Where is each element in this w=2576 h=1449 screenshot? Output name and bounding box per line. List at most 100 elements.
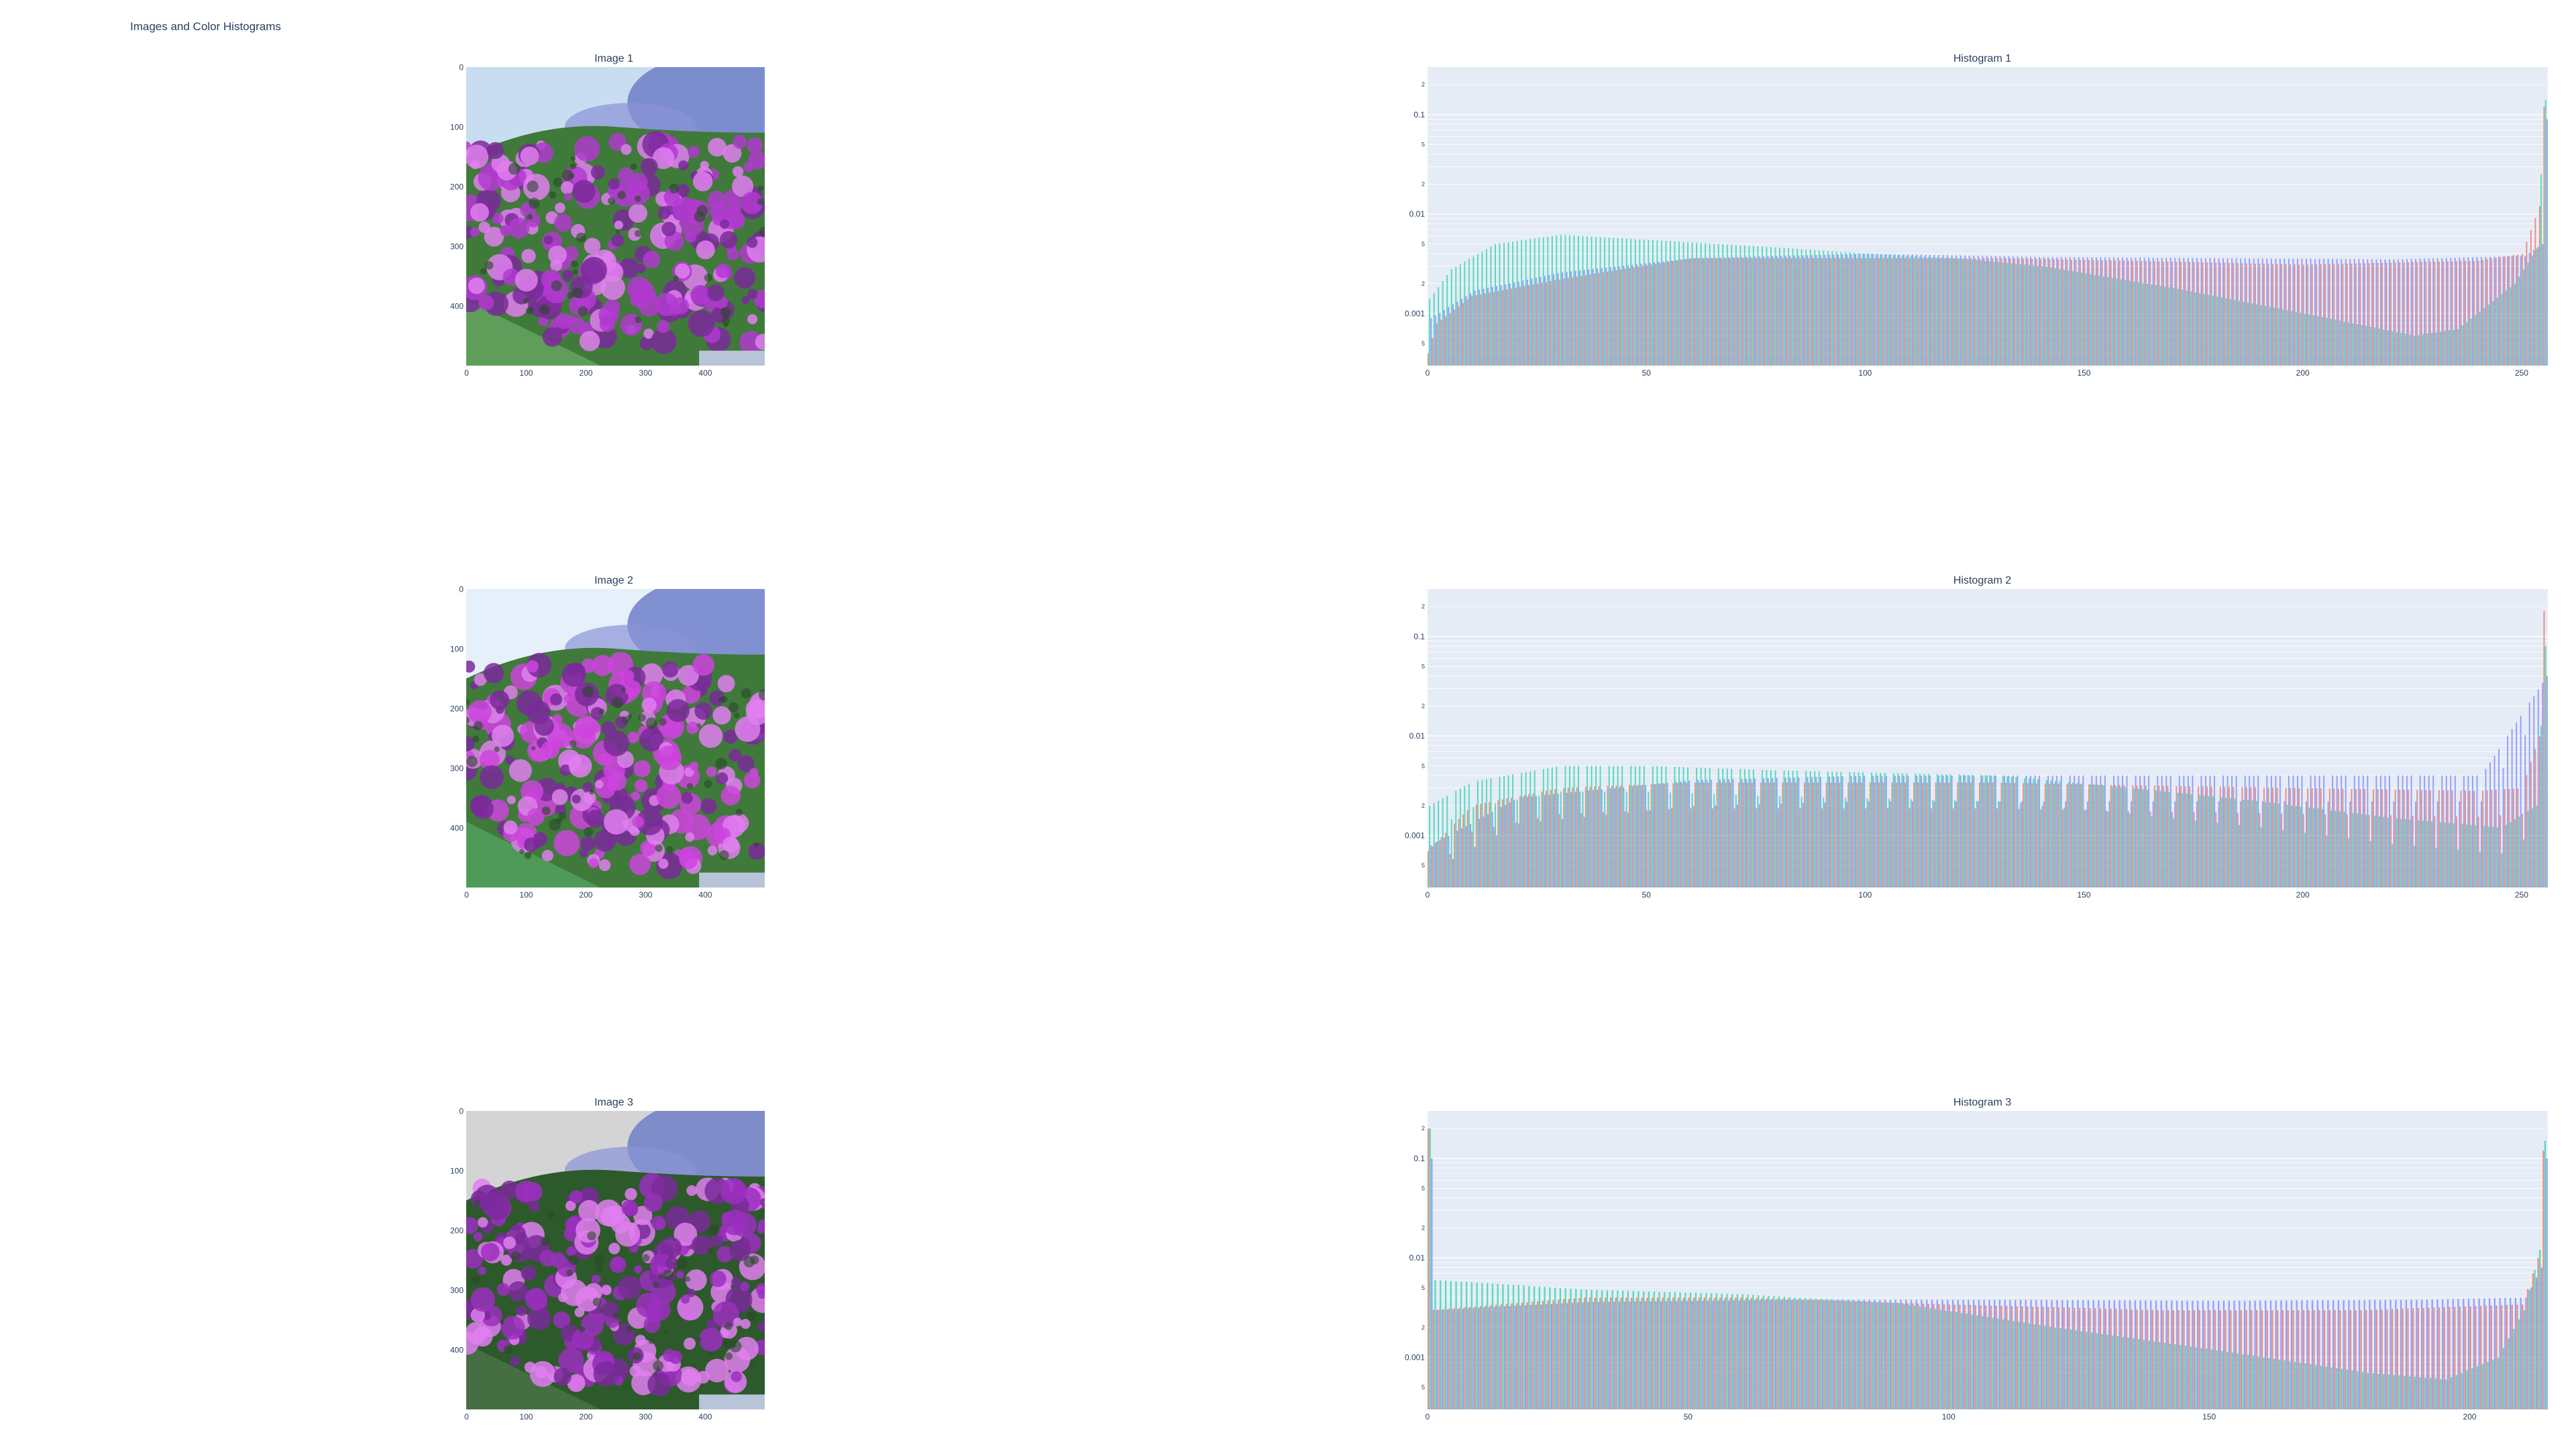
bar bbox=[2495, 258, 2497, 366]
bar bbox=[1466, 810, 1468, 888]
bar bbox=[1474, 847, 1476, 888]
bar bbox=[2323, 775, 2325, 888]
bar bbox=[1501, 290, 1503, 366]
bar bbox=[2406, 775, 2408, 888]
bar bbox=[1815, 1298, 1817, 1409]
bar bbox=[1502, 1284, 1504, 1409]
x-tick-label: 100 bbox=[1858, 368, 1872, 378]
bar bbox=[2537, 689, 2539, 888]
bar bbox=[1434, 315, 1436, 366]
bar bbox=[2455, 1375, 2458, 1409]
bar bbox=[1634, 239, 1636, 366]
bar bbox=[2240, 1309, 2243, 1409]
bar bbox=[1878, 258, 1880, 366]
y-tick-label: 0.01 bbox=[1409, 209, 1426, 219]
bar bbox=[2271, 1309, 2273, 1409]
bar bbox=[2037, 779, 2039, 888]
bar bbox=[2129, 814, 2131, 888]
bar bbox=[1943, 782, 1945, 888]
bar bbox=[2025, 1299, 2027, 1409]
bar bbox=[1860, 782, 1862, 888]
bar bbox=[1668, 1292, 1671, 1409]
bar bbox=[1621, 765, 1623, 888]
bar bbox=[2035, 259, 2037, 366]
image-3-xtick: 300 bbox=[639, 1412, 652, 1421]
bar bbox=[2219, 786, 2221, 888]
image-3-xtick: 200 bbox=[579, 1412, 592, 1421]
bar bbox=[1733, 1300, 1735, 1409]
y-minor-tick: 5 bbox=[1421, 340, 1425, 347]
bar bbox=[2475, 1306, 2477, 1409]
bar bbox=[2374, 816, 2376, 888]
bar bbox=[2160, 1300, 2162, 1409]
bar bbox=[1766, 769, 1768, 888]
bar bbox=[1594, 1297, 1596, 1409]
bar bbox=[1609, 1297, 1612, 1409]
bar bbox=[2451, 1377, 2453, 1409]
bar bbox=[2045, 1299, 2048, 1409]
bar bbox=[1888, 798, 1890, 888]
bar bbox=[2341, 775, 2343, 888]
bar bbox=[1779, 796, 1781, 888]
bar bbox=[2176, 786, 2178, 888]
bar bbox=[2337, 788, 2339, 888]
bar bbox=[2334, 810, 2337, 888]
bar bbox=[2247, 1354, 2249, 1409]
bar bbox=[2434, 816, 2436, 888]
bar bbox=[2125, 788, 2127, 888]
bar bbox=[1824, 802, 1826, 888]
bar bbox=[2267, 264, 2269, 366]
bar bbox=[2318, 258, 2320, 366]
bar bbox=[1808, 782, 1810, 888]
bar bbox=[1843, 808, 1845, 888]
bar bbox=[1445, 833, 1447, 888]
bar bbox=[2432, 775, 2434, 888]
bar bbox=[1707, 1300, 1709, 1409]
bar bbox=[1743, 1300, 1746, 1409]
bar bbox=[1432, 1309, 1435, 1409]
bar bbox=[1977, 801, 1979, 888]
bar bbox=[2131, 258, 2133, 366]
bar bbox=[1472, 807, 1474, 888]
bar bbox=[1999, 801, 2001, 888]
bar bbox=[2159, 286, 2161, 366]
bar bbox=[2021, 1306, 2023, 1409]
bar bbox=[2330, 810, 2332, 888]
bar bbox=[2033, 1324, 2035, 1409]
bar bbox=[2316, 1300, 2318, 1409]
bar bbox=[2310, 258, 2312, 366]
bar bbox=[1614, 788, 1616, 888]
bar bbox=[2129, 1300, 2131, 1409]
bar bbox=[1850, 775, 1852, 888]
bar bbox=[2149, 261, 2151, 366]
bar bbox=[2461, 1373, 2463, 1409]
bar bbox=[1599, 1297, 1601, 1409]
bar bbox=[1752, 1295, 1754, 1409]
bar bbox=[2072, 1300, 2074, 1409]
bar bbox=[1602, 272, 1604, 366]
bar bbox=[2375, 259, 2377, 366]
bar bbox=[2127, 260, 2129, 366]
bar bbox=[1500, 285, 1502, 366]
bar bbox=[1654, 262, 1655, 366]
bar bbox=[1869, 782, 1871, 888]
bar bbox=[1448, 1308, 1450, 1409]
bar bbox=[2208, 294, 2210, 366]
bar bbox=[2375, 775, 2377, 888]
bar bbox=[1521, 240, 1523, 366]
bar bbox=[1677, 1297, 1680, 1409]
bar bbox=[2141, 785, 2143, 888]
bar bbox=[1676, 1301, 1678, 1409]
bar bbox=[1623, 1301, 1625, 1409]
bar bbox=[1646, 265, 1648, 366]
x-tick-label: 150 bbox=[2078, 368, 2091, 378]
bar bbox=[1824, 254, 1826, 366]
bar bbox=[2393, 1375, 2395, 1409]
bar bbox=[1868, 254, 1870, 366]
bar bbox=[2281, 264, 2283, 366]
bar bbox=[2296, 258, 2298, 366]
bar bbox=[2383, 329, 2385, 366]
bar bbox=[2123, 785, 2125, 888]
bar bbox=[2278, 1359, 2281, 1409]
